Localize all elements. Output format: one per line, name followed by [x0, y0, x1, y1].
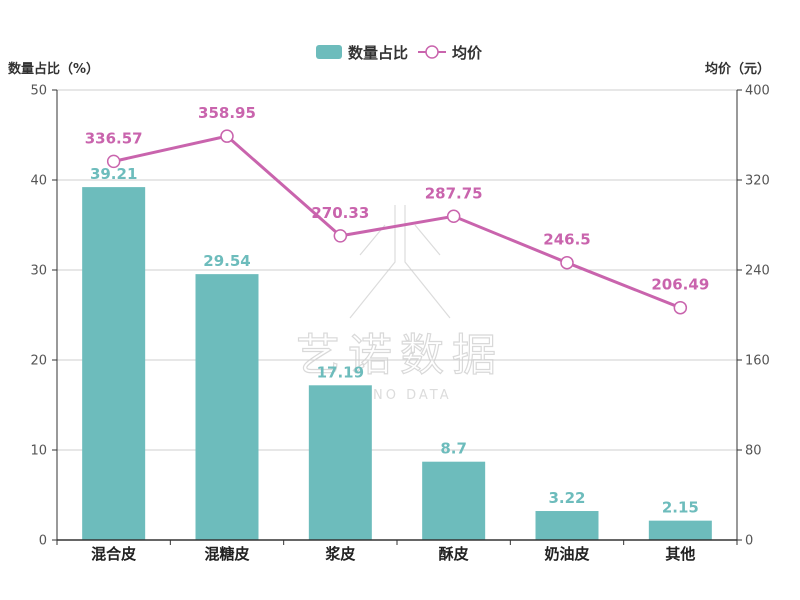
- line-point: [106, 154, 121, 169]
- legend-item-line[interactable]: 均价: [418, 44, 483, 62]
- line-series: 336.57 358.95 270.33 287.75 246.5 206.49: [85, 104, 709, 315]
- legend-bar-swatch: [316, 45, 342, 59]
- y-left-tick-label: 40: [30, 174, 47, 189]
- line-point: [446, 209, 461, 224]
- bar-data-label: 39.21: [90, 165, 137, 183]
- bar-data-label: 3.22: [548, 489, 585, 507]
- y-left-tick-label: 30: [30, 264, 47, 279]
- line-path: [113, 134, 681, 310]
- bar: [648, 520, 712, 540]
- y-right-tick-label: 0: [745, 534, 753, 549]
- legend-bar-label: 数量占比: [348, 44, 408, 62]
- legend-item-bar[interactable]: 数量占比: [316, 44, 408, 62]
- y-left-axis-title: 数量占比（%）: [8, 61, 99, 77]
- watermark: 艺诺数据 ZHNO DATA: [295, 205, 504, 403]
- y-right-tick-label: 320: [745, 174, 770, 189]
- line-data-label: 336.57: [85, 129, 143, 147]
- line-data-label: 206.49: [651, 276, 709, 294]
- y-right-axis-title: 均价（元）: [705, 61, 770, 77]
- bar-data-label: 17.19: [317, 363, 364, 381]
- y-right-tick-label: 160: [745, 354, 770, 369]
- line-data-label: 287.75: [425, 184, 483, 202]
- legend-line-label: 均价: [452, 44, 483, 62]
- y-left-tick-label: 50: [30, 84, 47, 99]
- bar: [535, 511, 599, 540]
- y-right-tick-label: 240: [745, 264, 770, 279]
- line-point: [333, 229, 348, 243]
- line-point: [673, 300, 688, 315]
- legend: 数量占比 均价: [316, 44, 483, 62]
- bar: [422, 461, 486, 540]
- x-tick-label: 混合皮: [91, 545, 136, 563]
- line-data-label: 270.33: [311, 204, 369, 222]
- y-left-tick-label: 10: [30, 444, 47, 459]
- y-right-tick-label: 400: [745, 84, 770, 99]
- x-tick-label: 奶油皮: [544, 545, 589, 563]
- line-data-label: 358.95: [198, 104, 256, 122]
- watermark-logo-icon: [349, 205, 451, 319]
- x-tick-label: 浆皮: [325, 545, 355, 563]
- gridlines: [57, 89, 737, 451]
- line-point: [220, 129, 234, 143]
- bar-data-label: 8.7: [440, 440, 467, 458]
- x-tick-label: 混糖皮: [204, 545, 249, 563]
- y-left-tick-label: 20: [30, 354, 47, 369]
- line-point: [560, 255, 574, 270]
- x-tick-label: 酥皮: [439, 545, 469, 563]
- bar: [195, 274, 259, 540]
- bar-data-label: 2.15: [662, 499, 699, 517]
- y-left-tick-label: 0: [39, 534, 47, 549]
- bar: [82, 187, 146, 541]
- bar-series: 39.21 29.54 17.19 8.7 3.22 2.15: [82, 165, 712, 541]
- axes: 0 10 20 30 40 50 0 80 160 240 320 400 混合皮 混糖皮 浆皮 酥皮 奶油皮 其…: [8, 61, 770, 563]
- watermark-text: 艺诺数据: [296, 330, 504, 381]
- watermark-subtext: ZHNO DATA: [348, 388, 451, 403]
- line-data-label: 246.5: [543, 231, 590, 249]
- legend-line-marker: [425, 45, 439, 59]
- bar-data-label: 29.54: [203, 252, 250, 270]
- bar: [308, 385, 372, 540]
- x-tick-label: 其他: [665, 545, 695, 563]
- y-right-tick-label: 80: [745, 444, 762, 459]
